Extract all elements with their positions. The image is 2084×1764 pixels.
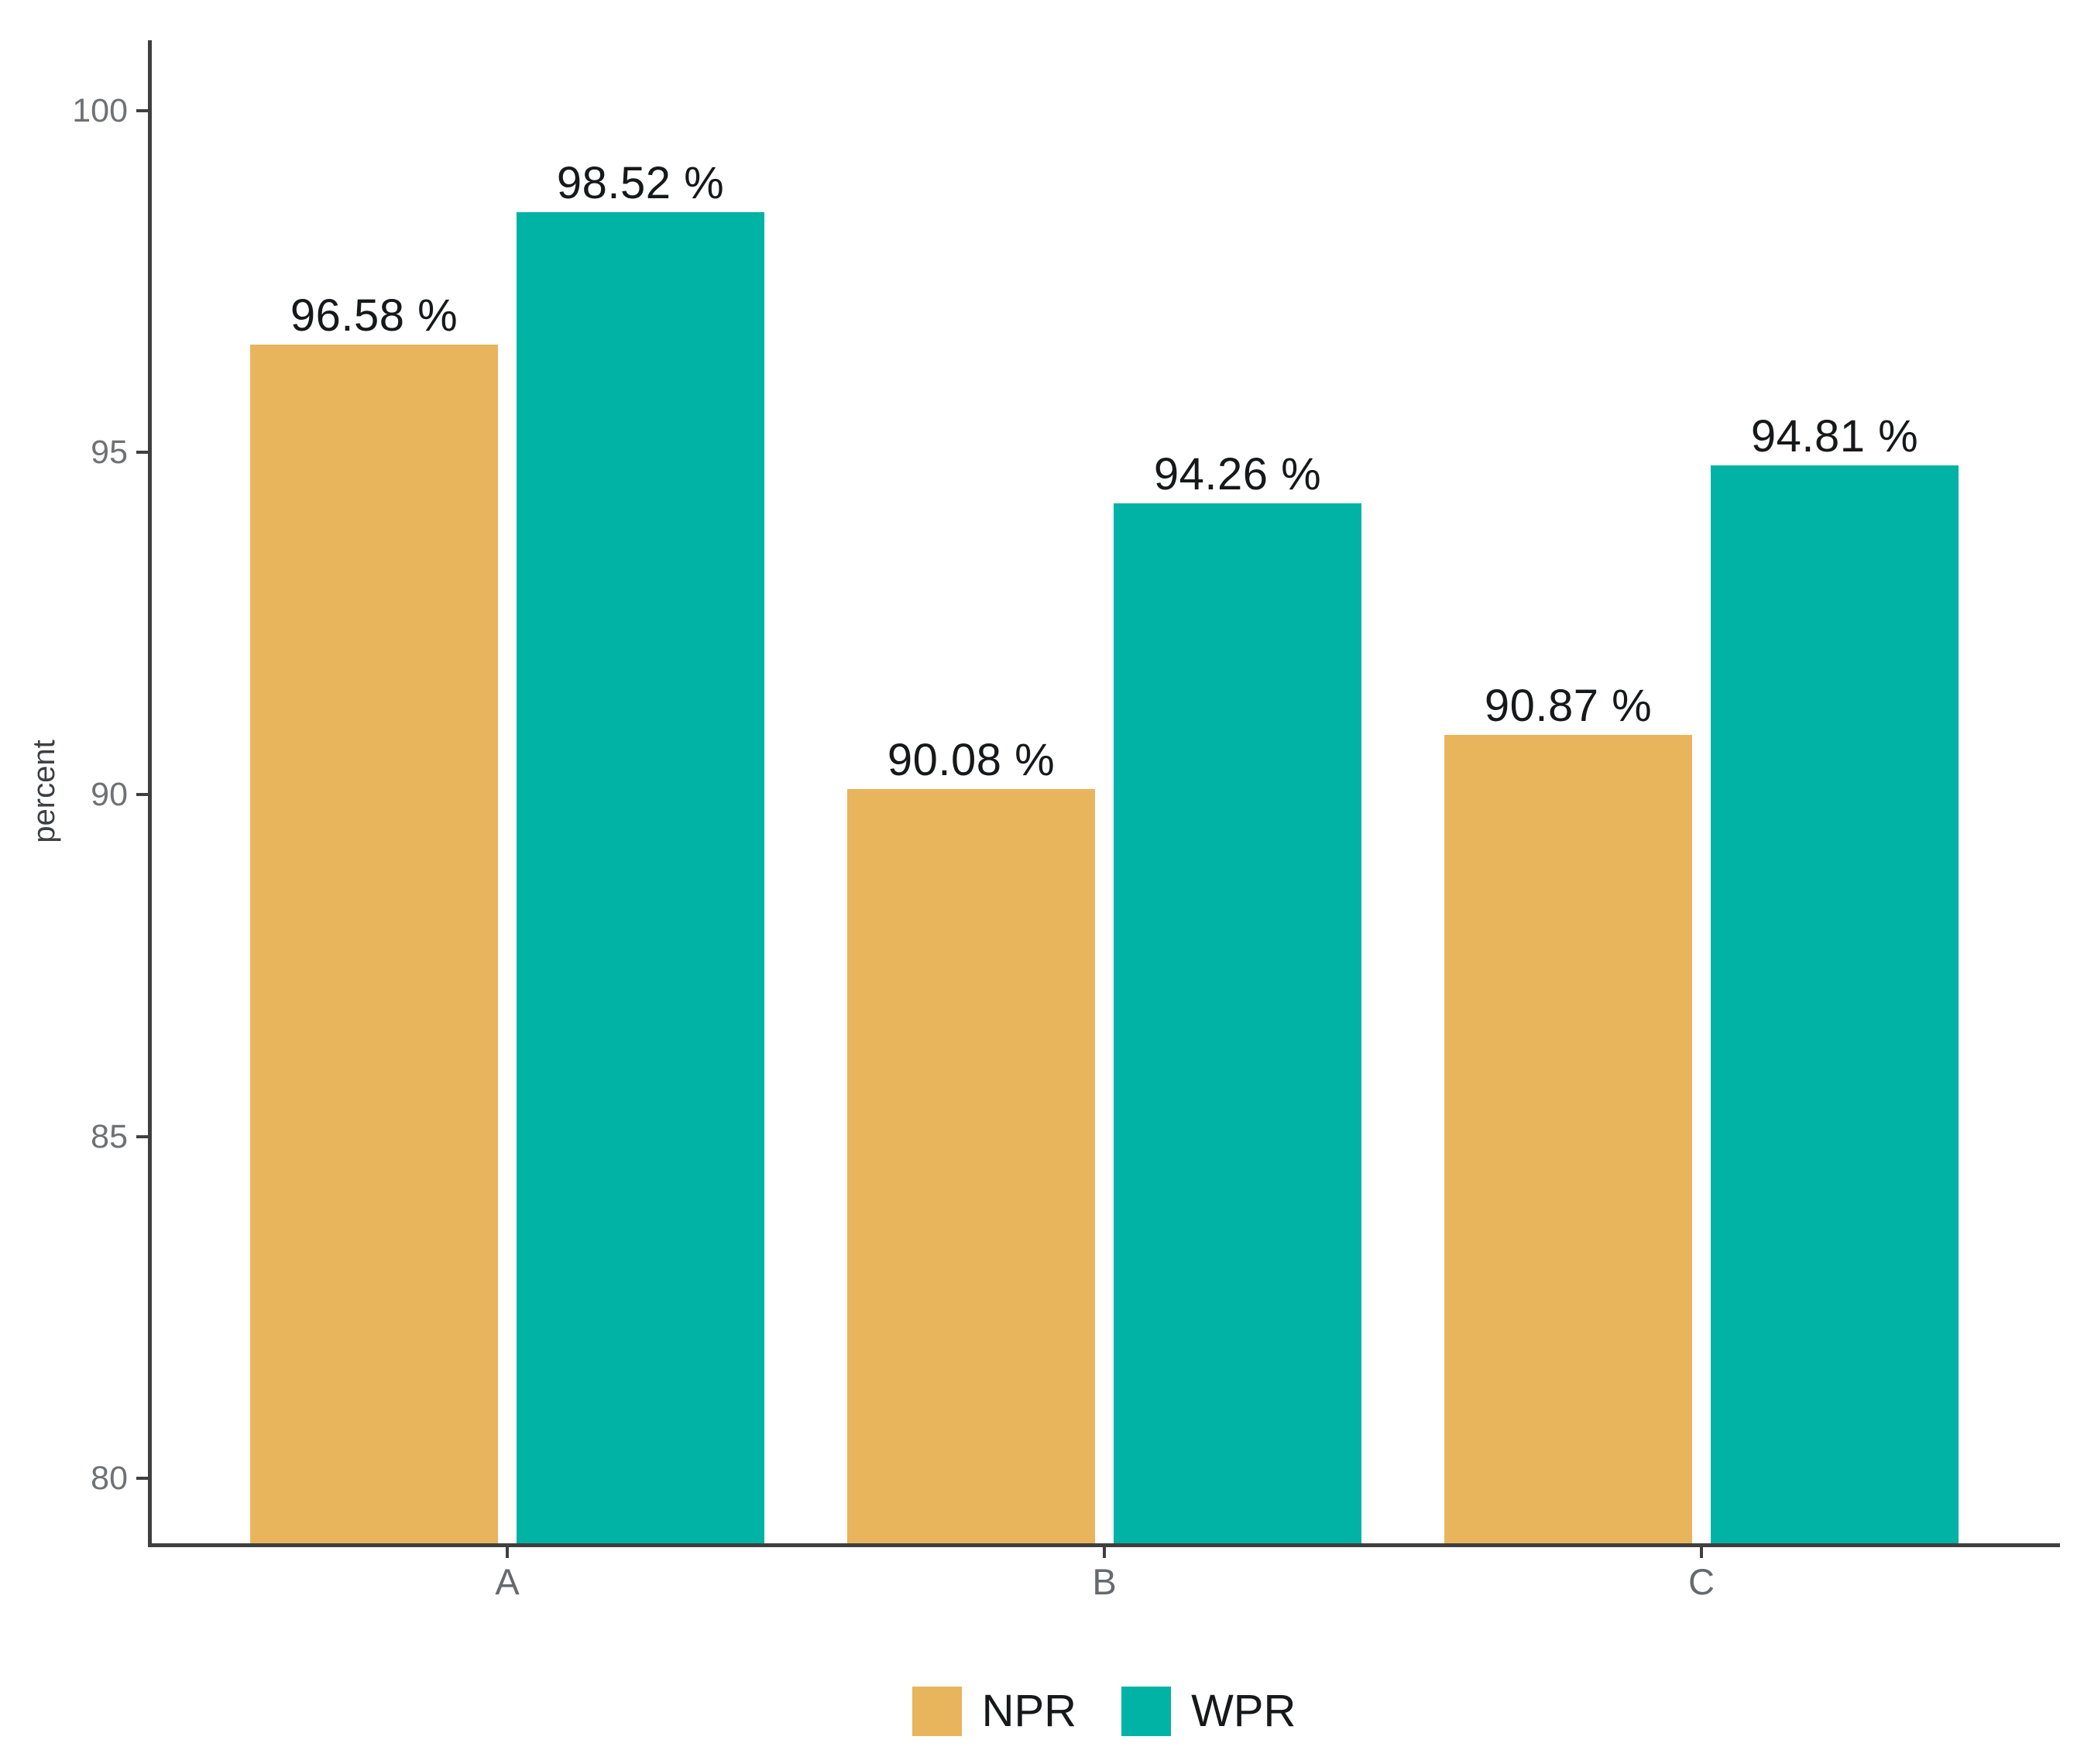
value-label-npr-c: 90.87 % (1484, 681, 1653, 732)
legend-label-npr: NPR (981, 1686, 1077, 1736)
bar-npr-a (250, 344, 498, 1547)
x-axis-line (148, 1543, 2060, 1547)
y-tick-mark-90 (136, 793, 148, 797)
legend-swatch-wpr (1121, 1687, 1172, 1736)
x-tick-label-c: C (1688, 1561, 1715, 1602)
x-tick-label-b: B (1092, 1561, 1117, 1602)
value-label-wpr-c: 94.81 % (1750, 411, 1919, 462)
x-tick-mark-c (1700, 1547, 1703, 1558)
legend-item-npr: NPR (912, 1687, 1076, 1736)
legend-item-wpr: WPR (1121, 1687, 1296, 1736)
y-axis-line (148, 40, 152, 1547)
bar-npr-c (1444, 735, 1692, 1547)
x-tick-mark-a (506, 1547, 509, 1558)
x-tick-label-a: A (495, 1561, 520, 1602)
y-tick-label-90: 90 (91, 776, 128, 814)
legend-label-wpr: WPR (1191, 1686, 1296, 1736)
y-tick-label-100: 100 (72, 91, 128, 129)
legend-swatch-npr (912, 1687, 962, 1736)
value-label-npr-b: 90.08 % (887, 734, 1056, 785)
y-tick-label-95: 95 (91, 434, 128, 472)
bar-npr-b (847, 788, 1095, 1547)
legend: NPR WPR (0, 1687, 2084, 1736)
y-tick-mark-85 (136, 1134, 148, 1138)
bar-wpr-b (1114, 503, 1361, 1547)
bar-wpr-c (1711, 465, 1959, 1547)
value-label-npr-a: 96.58 % (290, 290, 458, 341)
x-tick-mark-b (1103, 1547, 1106, 1558)
y-tick-mark-95 (136, 451, 148, 455)
value-label-wpr-b: 94.26 % (1153, 448, 1322, 499)
y-tick-label-80: 80 (91, 1460, 128, 1498)
bar-wpr-a (517, 211, 764, 1547)
value-label-wpr-a: 98.52 % (556, 157, 725, 208)
y-tick-label-85: 85 (91, 1117, 128, 1155)
y-tick-mark-80 (136, 1477, 148, 1481)
y-tick-mark-100 (136, 108, 148, 112)
